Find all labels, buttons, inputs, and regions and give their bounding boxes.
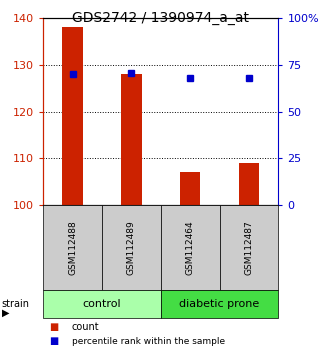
Text: GSM112488: GSM112488: [68, 220, 77, 275]
Bar: [62, 27, 83, 205]
Text: GSM112487: GSM112487: [244, 220, 253, 275]
Bar: [121, 74, 142, 205]
Text: strain: strain: [2, 299, 30, 309]
Text: ▶: ▶: [2, 308, 9, 318]
Text: GSM112464: GSM112464: [186, 220, 195, 275]
Text: control: control: [83, 299, 121, 309]
Text: GDS2742 / 1390974_a_at: GDS2742 / 1390974_a_at: [71, 11, 249, 25]
Text: GSM112489: GSM112489: [127, 220, 136, 275]
Text: percentile rank within the sample: percentile rank within the sample: [72, 337, 225, 346]
Text: diabetic prone: diabetic prone: [180, 299, 260, 309]
Bar: [239, 163, 259, 205]
Bar: [180, 172, 201, 205]
Text: ■: ■: [50, 322, 59, 332]
Text: ■: ■: [50, 336, 59, 346]
Text: count: count: [72, 322, 100, 332]
